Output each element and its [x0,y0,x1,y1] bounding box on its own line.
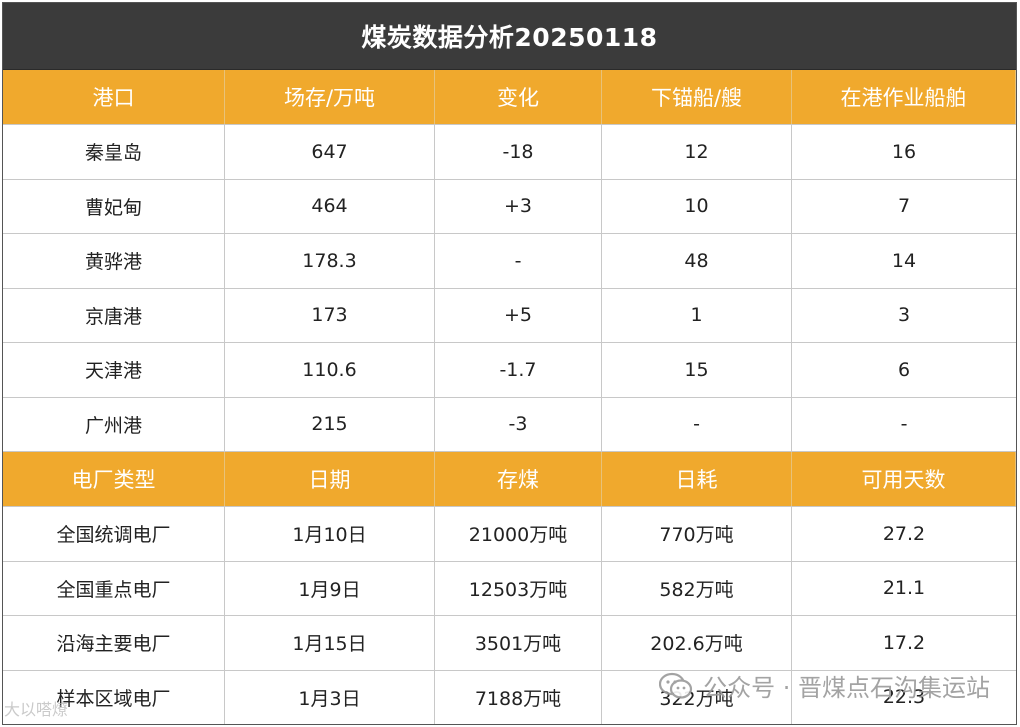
plant-days: 27.2 [882,522,926,545]
port-working: 14 [891,249,917,272]
plants-header-row: 电厂类型 日期 存煤 日耗 可用天数 [3,452,1016,507]
plant-days: 22.3 [882,686,926,709]
header-available-days: 可用天数 [792,452,1016,506]
port-working: 3 [897,304,911,327]
header-coal-stock: 存煤 [435,452,602,506]
port-working: - [900,413,908,436]
header-port: 港口 [3,70,225,124]
header-working-ships: 在港作业船舶 [792,70,1016,124]
port-stock: 464 [225,179,435,233]
port-name: 京唐港 [3,288,225,342]
port-stock: 647 [225,125,435,179]
wechat-watermark: 公众号 · 晋煤点石沟集运站 [659,668,990,703]
corner-watermark: 大以嗒燎 [4,700,69,719]
table-row: 全国重点电厂 1月9日 12503万吨 582万吨 21.1 [3,561,1016,616]
header-plant-type: 电厂类型 [3,452,225,506]
port-name: 黄骅港 [3,234,225,288]
port-name: 天津港 [3,343,225,397]
plant-date: 1月9日 [225,561,435,615]
plant-stock: 12503万吨 [435,561,602,615]
port-change: -3 [435,397,602,451]
port-change: -18 [435,125,602,179]
port-stock: 215 [225,397,435,451]
plant-date: 1月15日 [225,616,435,670]
plant-date: 1月3日 [225,670,435,724]
watermark-text: 公众号 · 晋煤点石沟集运站 [703,674,990,702]
port-name: 曹妃甸 [3,179,225,233]
port-anchored: - [602,397,792,451]
port-change: +5 [435,288,602,342]
port-stock: 110.6 [225,343,435,397]
plant-type: 全国重点电厂 [3,561,225,615]
plant-consumption: 582万吨 [602,561,792,615]
port-name: 秦皇岛 [3,125,225,179]
port-working: 7 [897,195,911,218]
port-change: -1.7 [435,343,602,397]
table-row: 广州港 215 -3 - - [3,397,1016,452]
port-change: - [435,234,602,288]
table-row: 全国统调电厂 1月10日 21000万吨 770万吨 27.2 [3,507,1016,562]
port-working: 16 [891,140,917,163]
header-date: 日期 [225,452,435,506]
port-anchored: 1 [602,288,792,342]
port-anchored: 48 [602,234,792,288]
table-row: 秦皇岛 647 -18 12 16 [3,125,1016,180]
port-name: 广州港 [3,397,225,451]
plant-type: 全国统调电厂 [3,507,225,561]
table-row: 样本区域电厂 1月3日 7188万吨 322万吨 22.3 [3,670,1016,724]
plant-type: 样本区域电厂 [3,670,225,724]
table-row: 沿海主要电厂 1月15日 3501万吨 202.6万吨 17.2 [3,616,1016,671]
table-row: 黄骅港 178.3 - 48 14 [3,234,1016,289]
port-stock: 178.3 [225,234,435,288]
header-change: 变化 [435,70,602,124]
ports-header-row: 港口 场存/万吨 变化 下锚船/艘 在港作业船舶 [3,70,1016,125]
plant-stock: 3501万吨 [435,616,602,670]
plant-stock: 21000万吨 [435,507,602,561]
port-anchored: 12 [602,125,792,179]
plant-days: 17.2 [882,631,926,654]
plant-stock: 7188万吨 [435,670,602,724]
header-anchored-ships: 下锚船/艘 [602,70,792,124]
table-title: 煤炭数据分析20250118 [3,3,1016,70]
plant-consumption: 202.6万吨 [602,616,792,670]
plant-date: 1月10日 [225,507,435,561]
table-row: 京唐港 173 +5 1 3 [3,288,1016,343]
plant-type: 沿海主要电厂 [3,616,225,670]
table-row: 曹妃甸 464 +3 10 7 [3,179,1016,234]
wechat-icon [659,672,693,700]
plant-days: 21.1 [882,577,926,600]
header-daily-consumption: 日耗 [602,452,792,506]
port-working: 6 [897,358,911,381]
port-anchored: 15 [602,343,792,397]
plant-consumption: 770万吨 [602,507,792,561]
port-anchored: 10 [602,179,792,233]
port-stock: 173 [225,288,435,342]
header-stock: 场存/万吨 [225,70,435,124]
table-row: 天津港 110.6 -1.7 15 6 [3,343,1016,398]
port-change: +3 [435,179,602,233]
